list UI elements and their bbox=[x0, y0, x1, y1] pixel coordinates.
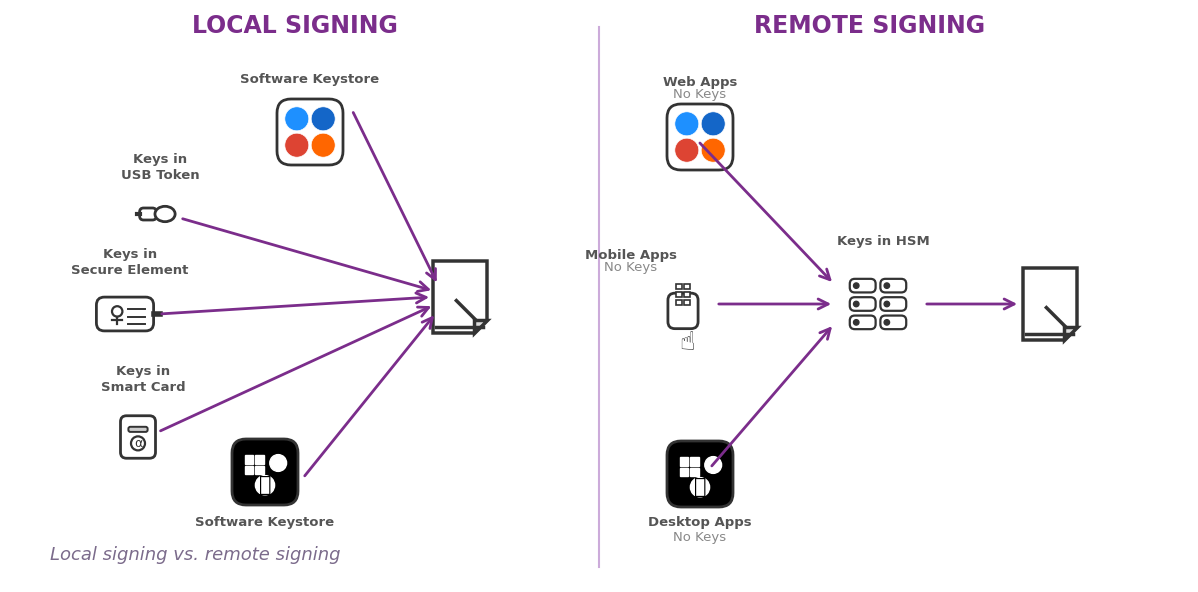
FancyBboxPatch shape bbox=[849, 297, 876, 311]
Text: REMOTE SIGNING: REMOTE SIGNING bbox=[755, 14, 986, 38]
Bar bbox=[244, 466, 253, 474]
Text: Local signing vs. remote signing: Local signing vs. remote signing bbox=[50, 546, 340, 564]
FancyBboxPatch shape bbox=[96, 297, 153, 331]
FancyBboxPatch shape bbox=[277, 99, 343, 165]
FancyBboxPatch shape bbox=[128, 427, 147, 432]
Ellipse shape bbox=[155, 207, 175, 221]
Text: α: α bbox=[134, 437, 143, 450]
Circle shape bbox=[131, 436, 145, 451]
Circle shape bbox=[311, 133, 335, 157]
Circle shape bbox=[690, 478, 709, 497]
Bar bbox=[690, 468, 698, 477]
Text: Web Apps: Web Apps bbox=[662, 76, 737, 89]
FancyBboxPatch shape bbox=[881, 297, 906, 311]
Bar bbox=[255, 455, 264, 464]
FancyBboxPatch shape bbox=[849, 279, 876, 292]
FancyBboxPatch shape bbox=[881, 316, 906, 329]
FancyBboxPatch shape bbox=[121, 416, 156, 458]
Circle shape bbox=[111, 306, 122, 317]
Circle shape bbox=[270, 455, 286, 471]
Polygon shape bbox=[1064, 327, 1077, 340]
Text: Keys in HSM: Keys in HSM bbox=[836, 235, 930, 248]
Text: LOCAL SIGNING: LOCAL SIGNING bbox=[192, 14, 398, 38]
Polygon shape bbox=[432, 261, 488, 333]
Circle shape bbox=[884, 283, 890, 288]
Text: ☝: ☝ bbox=[679, 330, 695, 356]
Circle shape bbox=[674, 112, 698, 136]
Circle shape bbox=[701, 138, 725, 162]
Circle shape bbox=[853, 301, 859, 307]
Bar bbox=[677, 284, 682, 289]
Bar bbox=[677, 292, 682, 297]
Circle shape bbox=[884, 320, 890, 325]
Bar bbox=[679, 457, 688, 465]
Circle shape bbox=[884, 301, 890, 307]
Bar bbox=[684, 284, 690, 289]
FancyBboxPatch shape bbox=[140, 208, 157, 220]
Circle shape bbox=[255, 475, 274, 495]
Bar bbox=[679, 468, 688, 477]
Bar bbox=[690, 457, 698, 465]
Circle shape bbox=[311, 107, 335, 131]
Circle shape bbox=[285, 107, 309, 131]
FancyBboxPatch shape bbox=[232, 439, 298, 505]
FancyBboxPatch shape bbox=[667, 104, 733, 170]
Text: Mobile Apps: Mobile Apps bbox=[585, 249, 677, 262]
Bar bbox=[684, 292, 690, 297]
Text: Software Keystore: Software Keystore bbox=[195, 516, 334, 529]
Text: No Keys: No Keys bbox=[673, 531, 726, 544]
FancyBboxPatch shape bbox=[849, 316, 876, 329]
FancyBboxPatch shape bbox=[668, 293, 698, 329]
Text: No Keys: No Keys bbox=[605, 261, 658, 274]
Text: 🐧: 🐧 bbox=[259, 475, 271, 495]
Polygon shape bbox=[1023, 268, 1077, 340]
Text: Keys in
Smart Card: Keys in Smart Card bbox=[101, 365, 186, 394]
Text: Desktop Apps: Desktop Apps bbox=[648, 516, 752, 529]
Bar bbox=[255, 466, 264, 474]
FancyBboxPatch shape bbox=[881, 279, 906, 292]
Text: Keys in
Secure Element: Keys in Secure Element bbox=[72, 248, 189, 277]
Polygon shape bbox=[474, 320, 488, 333]
Text: Software Keystore: Software Keystore bbox=[241, 73, 380, 86]
Circle shape bbox=[701, 112, 725, 136]
Circle shape bbox=[853, 283, 859, 288]
Circle shape bbox=[704, 456, 721, 474]
Circle shape bbox=[285, 133, 309, 157]
FancyBboxPatch shape bbox=[667, 441, 733, 507]
Text: Keys in
USB Token: Keys in USB Token bbox=[121, 153, 199, 182]
Circle shape bbox=[853, 320, 859, 325]
Bar bbox=[684, 300, 690, 305]
Bar bbox=[677, 300, 682, 305]
Bar bbox=[244, 455, 253, 464]
Text: No Keys: No Keys bbox=[673, 88, 726, 101]
Text: 🐧: 🐧 bbox=[694, 477, 707, 497]
Circle shape bbox=[674, 138, 698, 162]
